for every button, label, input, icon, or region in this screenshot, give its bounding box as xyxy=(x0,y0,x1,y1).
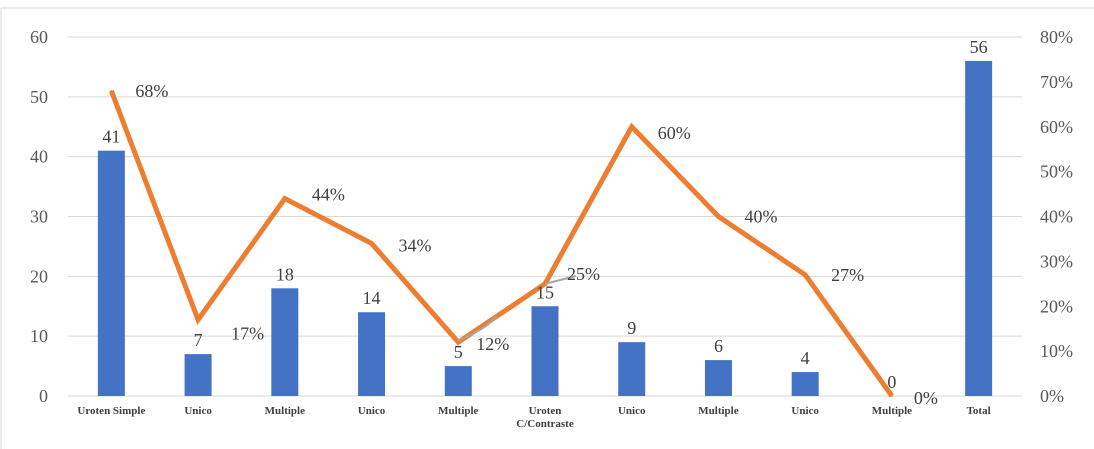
right-tick-label: 20% xyxy=(1040,296,1073,316)
category-label: Uroten xyxy=(529,405,562,417)
line-point xyxy=(717,215,720,218)
line-point xyxy=(630,125,633,128)
right-tick-label: 10% xyxy=(1040,341,1073,361)
category-label: Multiple xyxy=(438,405,478,417)
bar-value-label: 5 xyxy=(454,342,463,362)
category-label: Multiple xyxy=(265,405,305,417)
line-value-label: 44% xyxy=(312,185,345,205)
line-data-labels: 68% 17% 44% 34% 12% 25% 60% 40% 27% 0% xyxy=(135,81,938,408)
bar-value-label: 56 xyxy=(970,37,988,57)
line-series xyxy=(109,89,894,398)
left-tick-label: 40 xyxy=(30,147,48,167)
left-tick-label: 30 xyxy=(30,207,48,227)
bar-value-label: 18 xyxy=(276,264,294,284)
line-point xyxy=(110,89,113,92)
bar-value-label: 0 xyxy=(887,372,896,392)
left-tick-label: 50 xyxy=(30,87,48,107)
bar-series xyxy=(97,60,993,396)
bar xyxy=(184,354,212,396)
percentage-line xyxy=(109,89,894,398)
bar-value-label: 6 xyxy=(714,336,723,356)
category-label: Unico xyxy=(184,405,212,417)
left-tick-label: 20 xyxy=(30,266,48,286)
line-point xyxy=(370,242,373,245)
right-tick-label: 30% xyxy=(1040,251,1073,271)
bar-data-labels: 41 7 18 14 5 15 9 6 4 0 56 xyxy=(102,37,987,392)
bar xyxy=(358,312,386,396)
bar xyxy=(531,306,559,396)
category-label: Unico xyxy=(791,405,819,417)
bar-value-label: 9 xyxy=(627,318,636,338)
line-value-label: 34% xyxy=(399,235,432,255)
bar xyxy=(271,288,299,396)
right-tick-label: 50% xyxy=(1040,162,1073,182)
right-tick-label: 0% xyxy=(1040,386,1064,406)
left-tick-label: 0 xyxy=(39,386,48,406)
bar-value-label: 14 xyxy=(363,288,381,308)
right-tick-label: 60% xyxy=(1040,117,1073,137)
category-label: Unico xyxy=(358,405,386,417)
bar-value-label: 41 xyxy=(102,127,120,147)
left-tick-label: 10 xyxy=(30,326,48,346)
line-point xyxy=(197,318,200,321)
category-labels: Uroten Simple Unico Multiple Unico Multiple U… xyxy=(77,405,990,430)
category-label: Uroten Simple xyxy=(77,405,145,417)
line-value-label: 25% xyxy=(567,264,600,284)
bar-value-label: 15 xyxy=(536,282,554,302)
line-value-label: 0% xyxy=(914,388,938,408)
left-tick-label: 60 xyxy=(30,27,48,47)
bar xyxy=(444,366,472,396)
bar xyxy=(791,372,819,396)
bar xyxy=(97,150,125,396)
line-point xyxy=(283,197,286,200)
leader-line xyxy=(457,315,498,342)
right-axis-ticks: 0% 10% 20% 30% 40% 50% 60% 70% 80% xyxy=(1040,27,1073,406)
line-value-label: 27% xyxy=(831,265,864,285)
category-label: C/Contraste xyxy=(516,418,574,430)
category-label: Multiple xyxy=(872,405,912,417)
line-value-label: 17% xyxy=(231,324,264,344)
line-value-label: 40% xyxy=(744,207,777,227)
left-axis-ticks: 0 10 20 30 40 50 60 xyxy=(30,27,48,406)
line-point xyxy=(890,395,893,397)
line-value-label: 60% xyxy=(658,123,691,143)
line-value-label: 68% xyxy=(135,81,168,101)
bar-value-label: 7 xyxy=(194,330,203,350)
right-tick-label: 70% xyxy=(1040,72,1073,92)
line-point xyxy=(804,273,807,276)
bar xyxy=(704,360,732,396)
line-point xyxy=(457,341,460,344)
right-tick-label: 80% xyxy=(1040,27,1073,47)
bar-value-label: 4 xyxy=(801,348,810,368)
category-label: Total xyxy=(967,405,991,417)
bar xyxy=(618,342,646,396)
category-label: Multiple xyxy=(698,405,738,417)
line-value-label: 12% xyxy=(476,334,509,354)
right-tick-label: 40% xyxy=(1040,207,1073,227)
bar xyxy=(965,60,993,396)
category-label: Unico xyxy=(618,405,646,417)
leader-line xyxy=(544,275,577,285)
